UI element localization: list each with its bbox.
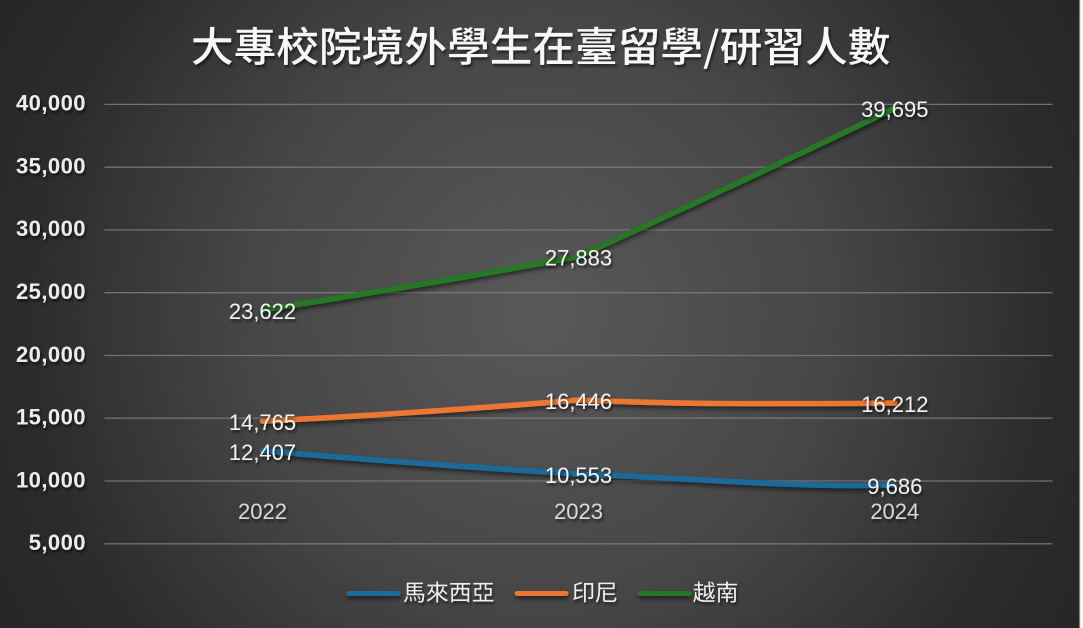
svg-text:23,622: 23,622 (229, 299, 296, 324)
svg-text:9,686: 9,686 (867, 474, 922, 499)
svg-text:25,000: 25,000 (16, 279, 86, 304)
svg-text:5,000: 5,000 (29, 530, 86, 555)
svg-text:35,000: 35,000 (16, 154, 86, 179)
svg-text:27,883: 27,883 (545, 246, 612, 271)
svg-text:16,212: 16,212 (861, 392, 928, 417)
svg-text:16,446: 16,446 (545, 389, 612, 414)
svg-text:20,000: 20,000 (16, 342, 86, 367)
svg-text:2024: 2024 (870, 499, 919, 524)
svg-text:14,765: 14,765 (229, 410, 296, 435)
svg-text:10,000: 10,000 (16, 467, 86, 492)
svg-text:40,000: 40,000 (16, 91, 86, 116)
svg-text:39,695: 39,695 (861, 97, 928, 122)
svg-text:2022: 2022 (238, 499, 287, 524)
svg-text:10,553: 10,553 (545, 463, 612, 488)
svg-text:12,407: 12,407 (229, 440, 296, 465)
svg-text:15,000: 15,000 (16, 405, 86, 430)
svg-text:2023: 2023 (554, 499, 603, 524)
svg-text:30,000: 30,000 (16, 216, 86, 241)
